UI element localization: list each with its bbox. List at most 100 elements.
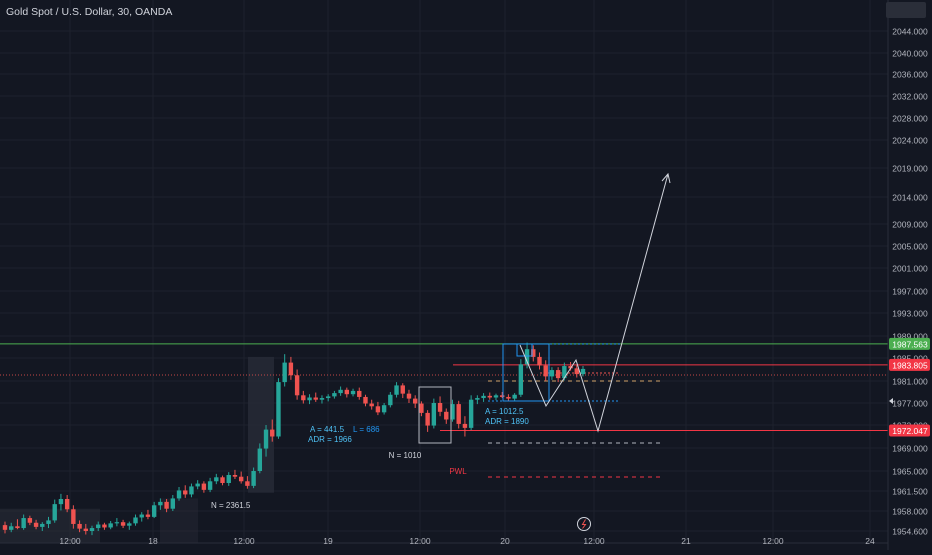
x-tick-label: 12:00: [59, 536, 81, 546]
candle-body: [158, 501, 163, 506]
candle-body: [294, 375, 300, 396]
candle-body: [431, 403, 437, 426]
candle-body: [145, 514, 151, 517]
y-tick-label: 1997.000: [892, 287, 928, 297]
y-tick-label: 2005.000: [892, 242, 928, 252]
candle-body: [537, 356, 542, 366]
candle-body: [276, 382, 281, 437]
annotation-label: N = 2361.5: [211, 501, 251, 510]
candle-body: [518, 364, 524, 395]
price-label-box: [889, 337, 930, 350]
y-tick-label: 2009.000: [892, 220, 928, 230]
candle-body: [102, 524, 107, 528]
y-tick-label: 2028.000: [892, 114, 928, 124]
candle-body: [2, 525, 8, 530]
candle-body: [27, 518, 33, 523]
candle-body: [487, 395, 492, 398]
candle-body: [164, 501, 169, 509]
candle-body: [189, 486, 194, 495]
y-tick-label: 1989.000: [892, 332, 928, 342]
x-tick-label: 12:00: [409, 536, 431, 546]
candle-body: [375, 406, 381, 413]
candle-body: [388, 394, 393, 406]
candle-body: [400, 385, 405, 394]
annotation-label: A = 1012.5: [485, 407, 524, 416]
candle-body: [139, 514, 144, 518]
candle-body: [114, 522, 120, 524]
candle-body: [170, 498, 176, 509]
candle-body: [549, 370, 555, 377]
candle-body: [406, 393, 412, 399]
candle-body: [263, 429, 269, 449]
candle-body: [307, 397, 312, 401]
candle-body: [357, 390, 362, 397]
candle-body: [40, 523, 45, 527]
candle-body: [108, 523, 113, 528]
y-tick-label: 1961.500: [892, 487, 928, 497]
y-tick-label: 2024.000: [892, 136, 928, 146]
candle-body: [580, 368, 586, 375]
y-tick-label: 2044.000: [892, 27, 928, 37]
candle-body: [456, 404, 461, 424]
annotation-label: PWL: [449, 467, 467, 476]
y-tick-label: 2040.000: [892, 49, 928, 59]
y-tick-label: 1954.600: [892, 527, 928, 537]
y-tick-label: 2036.000: [892, 70, 928, 80]
y-tick-label: 1993.000: [892, 309, 928, 319]
candle-body: [220, 477, 225, 483]
x-tick-label: 20: [500, 536, 510, 546]
range-box: [418, 386, 452, 444]
candle-body: [506, 396, 511, 399]
candle-body: [419, 403, 424, 413]
candle-body: [270, 429, 275, 437]
annotation-label: L = 686: [353, 425, 380, 434]
x-tick-label: 18: [148, 536, 158, 546]
x-tick-label: 19: [323, 536, 333, 546]
y-tick-label: 1958.000: [892, 507, 928, 517]
price-label: 1987.563: [892, 339, 928, 349]
y-tick-label: 1977.000: [892, 399, 928, 409]
candle-body: [238, 476, 244, 482]
candle-body: [201, 483, 207, 490]
candle-body: [531, 349, 536, 357]
annotation-label: N = 1010: [389, 451, 422, 460]
candle-body: [33, 522, 39, 527]
candle-body: [568, 366, 573, 369]
candle-body: [96, 524, 101, 529]
annotation-label: A = 441.5: [310, 425, 345, 434]
candle-body: [77, 523, 82, 529]
x-tick-label: 24: [865, 536, 875, 546]
x-tick-label: 12:00: [583, 536, 605, 546]
candle-body: [83, 528, 88, 531]
candle-body: [338, 389, 343, 394]
y-tick-label: 2032.000: [892, 92, 928, 102]
price-label: 1972.047: [892, 426, 928, 436]
candle-body: [475, 398, 480, 400]
candle-body: [350, 390, 356, 395]
candle-body: [425, 412, 430, 426]
candle-body: [183, 490, 188, 495]
candle-body: [301, 395, 306, 401]
candle-body: [214, 477, 219, 482]
candle-body: [71, 509, 76, 524]
candle-body: [574, 368, 579, 375]
price-label-box: [889, 358, 930, 371]
candle-body: [257, 448, 263, 471]
y-tick-label: 1969.000: [892, 444, 928, 454]
candle-body: [325, 396, 331, 399]
annotation-label: ADR = 1966: [308, 435, 352, 444]
y-tick-label: 2014.000: [892, 193, 928, 203]
projection-path: [519, 173, 669, 433]
candle-body: [58, 499, 64, 505]
lightning-bolt: [581, 519, 587, 529]
y-tick-label: 1985.000: [892, 354, 928, 364]
symbol-title: Gold Spot / U.S. Dollar, 30, OANDA: [6, 6, 173, 18]
candle-body: [288, 362, 294, 376]
candle-body: [176, 490, 182, 499]
candle-body: [226, 475, 231, 483]
x-tick-label: 12:00: [762, 536, 784, 546]
candle-body: [450, 404, 455, 420]
candle-body: [493, 395, 499, 398]
